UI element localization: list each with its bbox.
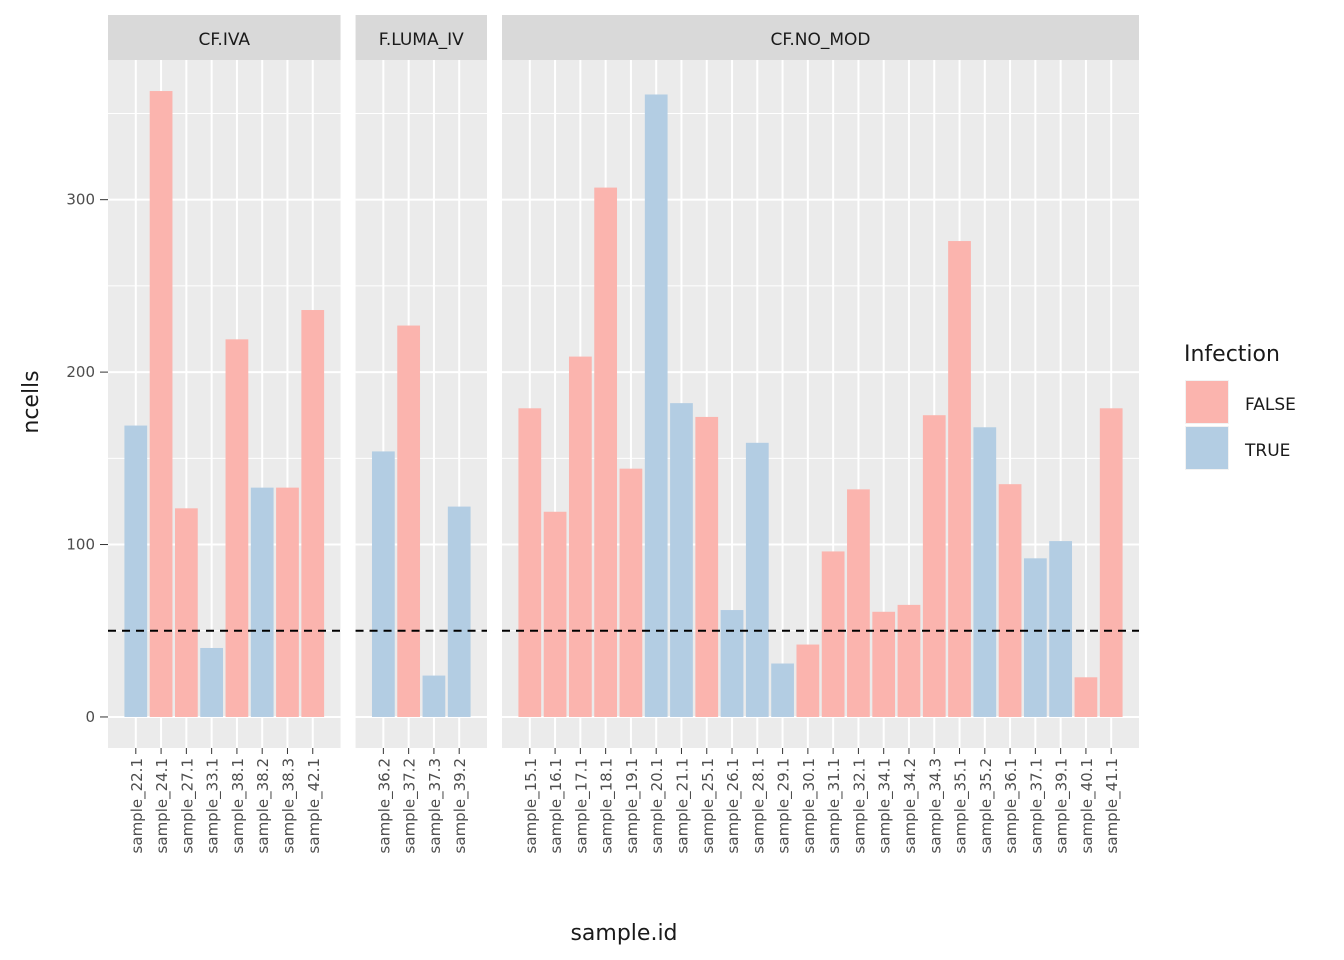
strip-label: CF.NO_MOD [770, 30, 870, 50]
legend-label: TRUE [1244, 441, 1290, 461]
bar [149, 91, 173, 717]
x-tick-label: sample_34.1 [876, 758, 895, 853]
bar [1049, 541, 1073, 717]
x-tick-label: sample_26.1 [724, 758, 743, 853]
x-tick-label: sample_27.1 [178, 758, 197, 853]
strip [355, 15, 487, 60]
x-tick-label: sample_38.3 [279, 758, 298, 853]
x-tick-label: sample_29.1 [775, 758, 794, 853]
x-tick-label: sample_38.1 [229, 758, 248, 853]
x-tick-label: sample_25.1 [699, 758, 718, 853]
bar [447, 506, 471, 717]
bar [371, 451, 395, 717]
bar [568, 356, 592, 717]
bar [124, 425, 148, 717]
x-tick-label: sample_41.1 [1103, 758, 1122, 853]
strip [502, 15, 1139, 60]
strip-label: CF.IVA [199, 30, 251, 50]
bar [745, 442, 769, 717]
strip-label: F.LUMA_IV [379, 30, 464, 50]
bar [948, 241, 971, 717]
bar [998, 484, 1022, 717]
legend-swatch [1186, 381, 1228, 423]
bar [518, 408, 542, 717]
y-tick-label: 0 [85, 708, 95, 726]
x-tick-label: sample_39.1 [1053, 758, 1072, 853]
bar [276, 487, 299, 717]
x-tick-label: sample_30.1 [800, 758, 819, 853]
bar [225, 339, 249, 717]
bar [1023, 558, 1047, 717]
x-tick-label: sample_24.1 [153, 758, 172, 853]
y-axis-title: ncells [19, 370, 44, 433]
x-tick-label: sample_18.1 [598, 758, 617, 853]
y-tick-label: 300 [66, 191, 95, 209]
x-tick-label: sample_35.1 [952, 758, 971, 853]
bar [200, 647, 224, 717]
bar [695, 416, 719, 717]
x-tick-label: sample_20.1 [648, 758, 667, 853]
bar [422, 675, 446, 717]
x-tick-label: sample_16.1 [547, 758, 566, 853]
x-tick-label: sample_34.2 [901, 758, 920, 853]
x-tick-label: sample_21.1 [673, 758, 692, 853]
x-tick-label: sample_33.1 [204, 758, 223, 853]
bar [847, 489, 870, 717]
bar [872, 611, 896, 717]
bar [543, 511, 567, 717]
x-axis-title: sample.id [570, 921, 677, 946]
bar [1099, 408, 1123, 717]
x-tick-label: sample_37.1 [1027, 758, 1046, 853]
bar [644, 94, 668, 717]
x-tick-label: sample_28.1 [749, 758, 768, 853]
x-tick-label: sample_19.1 [623, 758, 642, 853]
x-tick-label: sample_40.1 [1078, 758, 1097, 853]
x-tick-label: sample_36.1 [1002, 758, 1021, 853]
x-tick-label: sample_31.1 [825, 758, 844, 853]
x-tick-label: sample_38.2 [254, 758, 273, 853]
bar [771, 663, 794, 717]
bar [973, 427, 997, 717]
bar [821, 551, 845, 717]
bar [174, 508, 198, 717]
bar [619, 468, 643, 717]
legend-swatch [1186, 427, 1228, 469]
x-tick-label: sample_42.1 [305, 758, 324, 853]
bar [594, 187, 618, 717]
x-tick-label: sample_37.2 [401, 758, 420, 853]
x-tick-label: sample_15.1 [522, 758, 541, 853]
bar [670, 403, 693, 717]
legend-label: FALSE [1245, 395, 1296, 415]
bar [922, 415, 946, 717]
y-tick-label: 100 [66, 536, 95, 554]
bar [897, 604, 921, 717]
bar [720, 610, 744, 717]
x-tick-label: sample_32.1 [850, 758, 869, 853]
x-tick-label: sample_35.2 [977, 758, 996, 853]
x-tick-label: sample_22.1 [128, 758, 147, 853]
x-tick-label: sample_37.3 [426, 758, 445, 853]
bar [250, 487, 274, 717]
x-tick-label: sample_39.2 [451, 758, 470, 853]
x-tick-label: sample_36.2 [375, 758, 394, 853]
x-tick-label: sample_17.1 [572, 758, 591, 853]
strip [108, 15, 341, 60]
bar [397, 325, 421, 717]
bar [796, 644, 820, 717]
bar [301, 310, 325, 717]
legend-title: Infection [1184, 342, 1280, 367]
y-tick-label: 200 [66, 363, 95, 381]
bar [1074, 677, 1098, 717]
x-tick-label: sample_34.3 [926, 758, 945, 853]
